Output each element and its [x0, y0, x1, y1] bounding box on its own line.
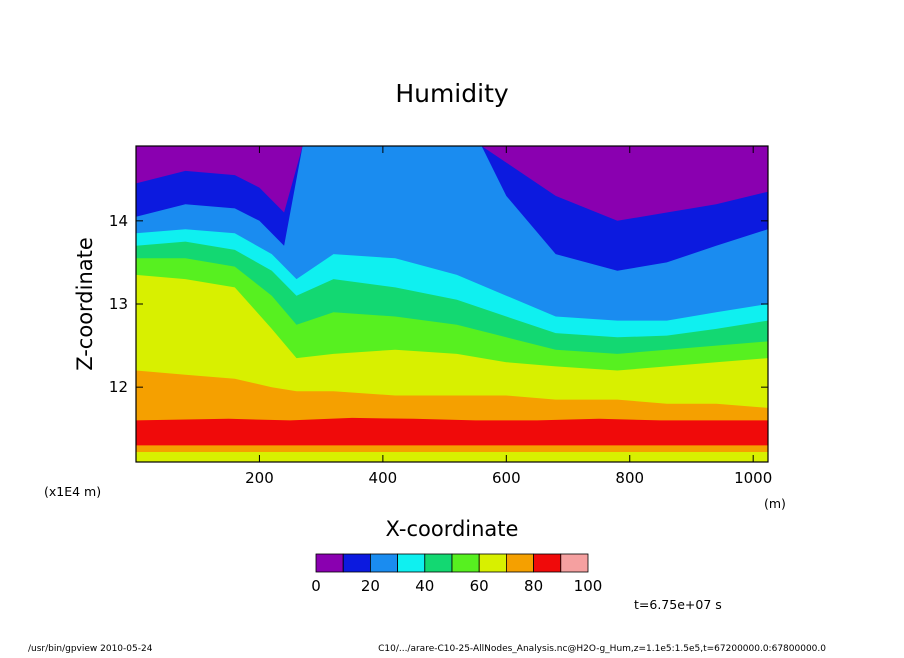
colorbar-tick-label: 0 — [311, 577, 321, 595]
colorbar-tick-label: 60 — [470, 577, 489, 595]
y-axis-label: Z-coordinate — [73, 237, 97, 371]
x-tick-label: 200 — [245, 469, 274, 487]
x-unit: (m) — [764, 496, 786, 511]
contour-field — [136, 146, 768, 462]
y-tick-label: 14 — [109, 212, 128, 230]
colorbar-tick-label: 20 — [361, 577, 380, 595]
x-tick-label: 800 — [615, 469, 644, 487]
footer-left: /usr/bin/gpview 2010-05-24 — [28, 644, 153, 654]
y-tick-label: 13 — [109, 295, 128, 313]
colorbar-swatch — [315, 553, 344, 573]
colorbar-swatch — [451, 553, 480, 573]
x-tick-label: 400 — [369, 469, 398, 487]
colorbar-tick-label: 80 — [524, 577, 543, 595]
colorbar: 0 20 40 60 80 100 — [311, 553, 603, 595]
y-scale-note: (x1E4 m) — [44, 484, 101, 499]
time-label: t=6.75e+07 s — [634, 597, 722, 612]
x-tick-label: 1000 — [734, 469, 772, 487]
x-tick-label: 600 — [492, 469, 521, 487]
colorbar-swatch — [560, 553, 589, 573]
colorbar-swatch — [505, 553, 534, 573]
x-axis: 200 400 600 800 1000 — [245, 146, 772, 487]
colorbar-swatch — [533, 553, 562, 573]
y-tick-label: 12 — [109, 378, 128, 396]
colorbar-tick-label: 100 — [574, 577, 603, 595]
contour-layer-9 — [136, 452, 768, 462]
colorbar-swatch — [342, 553, 371, 573]
colorbar-swatch — [369, 553, 398, 573]
y-axis: 12 13 14 — [109, 212, 768, 396]
footer-right: C10/.../arare-C10-25-AllNodes_Analysis.n… — [378, 644, 826, 654]
colorbar-swatch — [397, 553, 426, 573]
colorbar-tick-label: 40 — [415, 577, 434, 595]
colorbar-swatch — [478, 553, 507, 573]
colorbar-swatch — [424, 553, 453, 573]
chart-title: Humidity — [395, 79, 509, 108]
x-axis-label: X-coordinate — [386, 517, 519, 541]
